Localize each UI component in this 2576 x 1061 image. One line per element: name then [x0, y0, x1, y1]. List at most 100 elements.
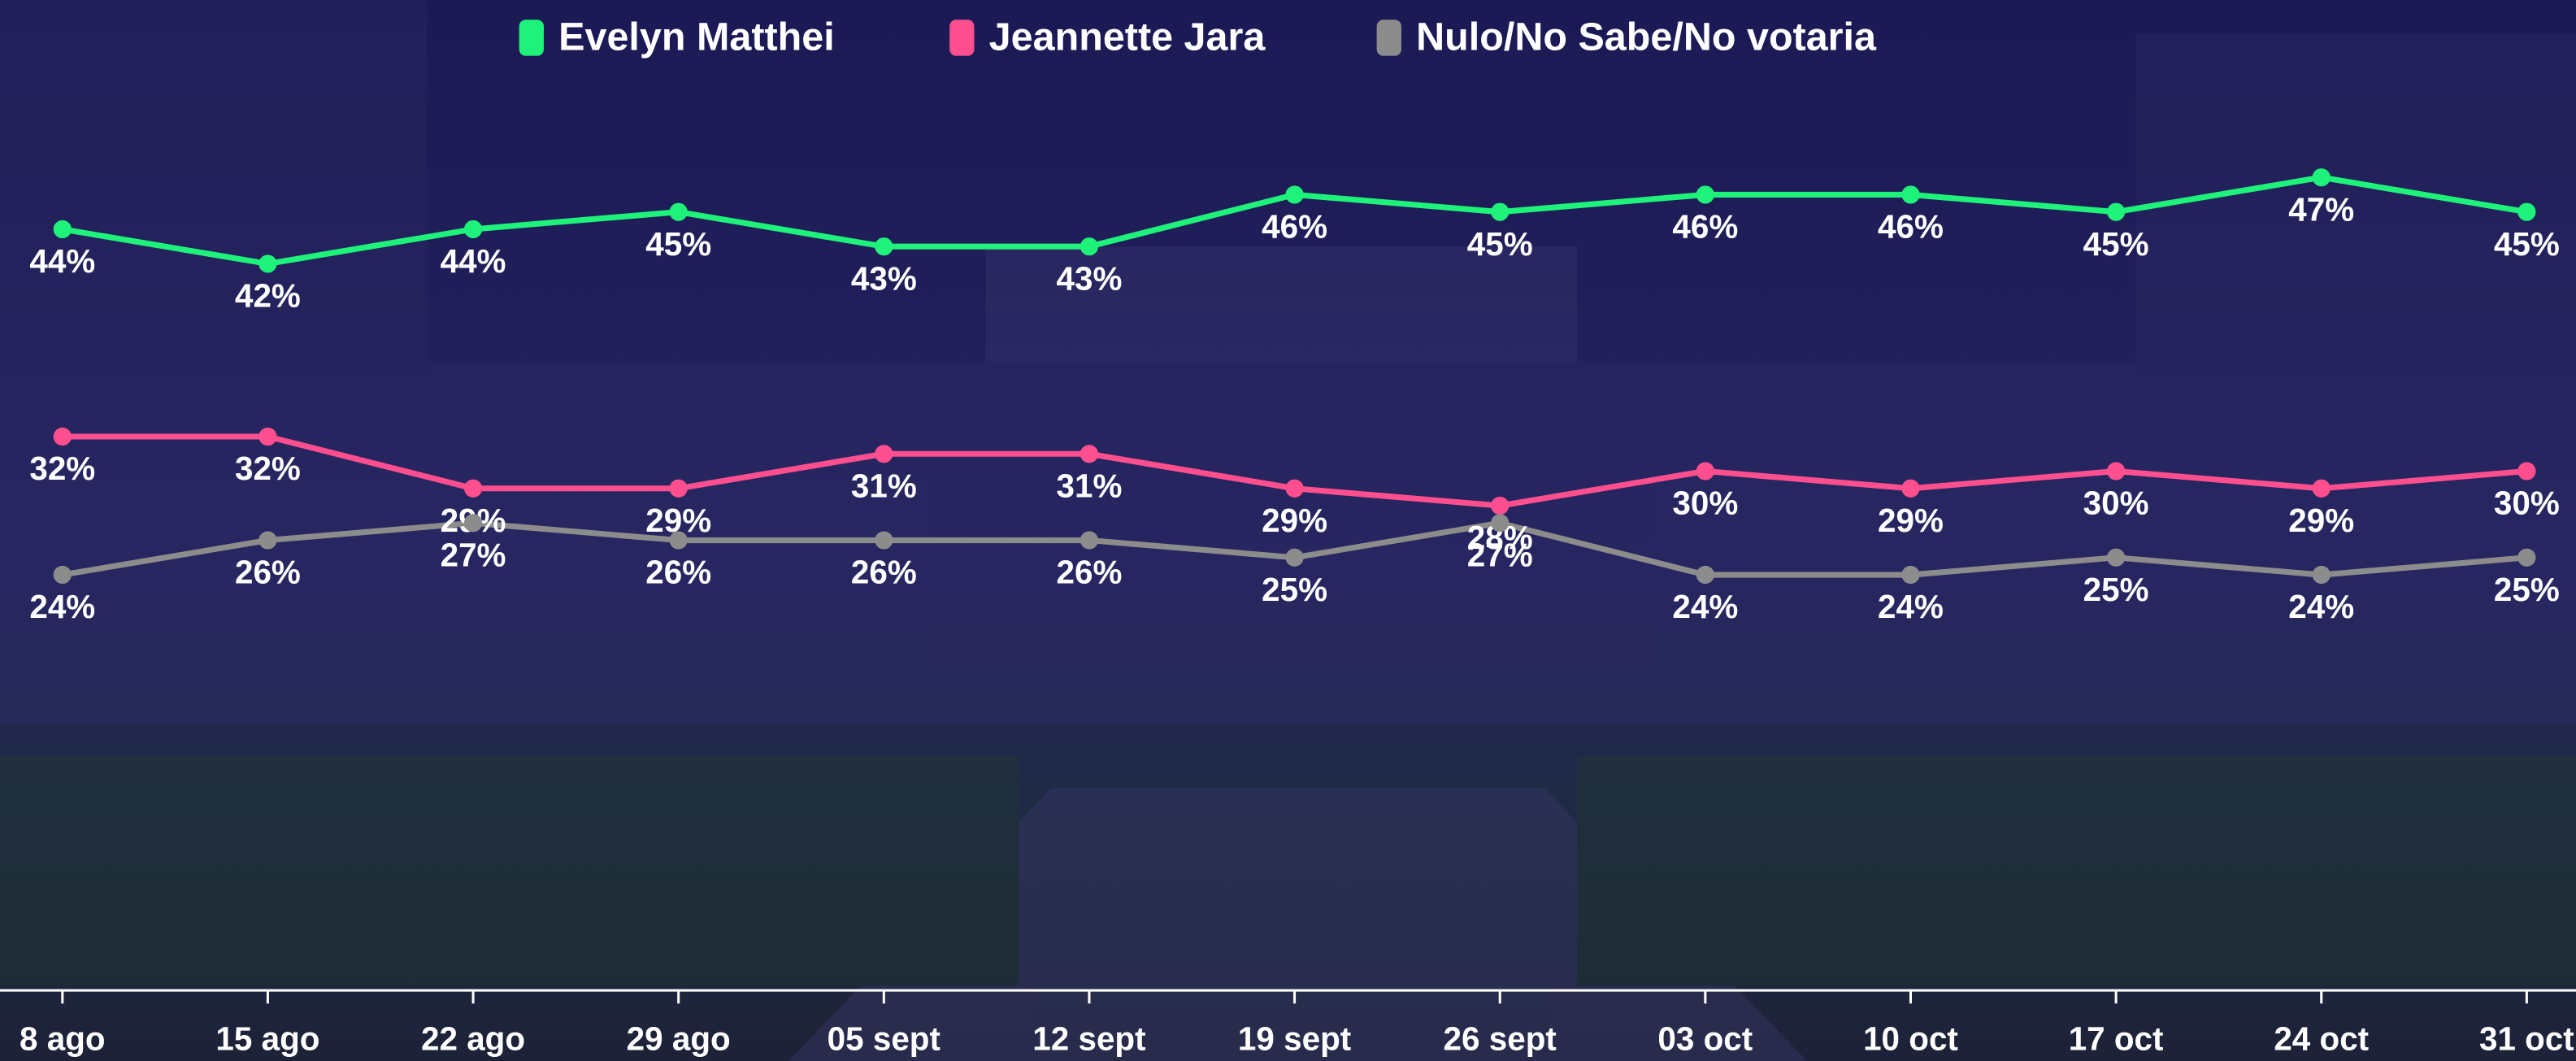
- data-label: 31%: [851, 467, 917, 504]
- data-point: [2517, 548, 2536, 567]
- data-point: [1491, 496, 1510, 515]
- data-point: [2106, 548, 2126, 567]
- data-point: [1079, 531, 1099, 550]
- legend-label: Nulo/No Sabe/No votaria: [1416, 15, 1877, 59]
- data-label: 24%: [1878, 588, 1944, 625]
- data-point: [669, 479, 688, 498]
- data-point: [53, 427, 72, 446]
- data-label: 25%: [1262, 571, 1327, 608]
- data-label: 26%: [1057, 554, 1123, 591]
- data-point: [1491, 514, 1510, 533]
- data-label: 31%: [1057, 467, 1123, 504]
- data-label: 29%: [1262, 502, 1327, 539]
- data-label: 24%: [1672, 588, 1738, 625]
- x-tick-label: 17 oct: [2069, 1020, 2164, 1057]
- data-point: [258, 531, 277, 550]
- x-tick-label: 05 sept: [828, 1020, 940, 1057]
- data-label: 30%: [2494, 485, 2560, 522]
- data-label: 42%: [235, 277, 301, 315]
- data-point: [1285, 548, 1304, 567]
- data-point: [2106, 462, 2126, 480]
- legend-swatch: [1376, 20, 1401, 56]
- data-point: [463, 220, 483, 239]
- data-point: [2106, 202, 2126, 221]
- data-label: 44%: [441, 242, 506, 280]
- data-label: 32%: [29, 450, 95, 487]
- data-point: [1285, 185, 1304, 204]
- data-label: 46%: [1878, 208, 1944, 246]
- legend-swatch: [949, 20, 975, 56]
- x-tick-label: 19 sept: [1238, 1020, 1351, 1057]
- data-label: 30%: [2083, 485, 2149, 522]
- data-label: 26%: [235, 554, 301, 591]
- x-tick-label: 24 oct: [2274, 1020, 2369, 1057]
- data-label: 32%: [235, 450, 301, 487]
- legend: Evelyn Matthei Jeannette Jara Nulo/No Sabe…: [519, 15, 1877, 59]
- data-point: [2312, 168, 2331, 187]
- data-point: [1491, 202, 1510, 221]
- data-label: 45%: [1467, 225, 1533, 263]
- plot-area: 8 ago 15 ago 22 ago 29 ago 05 sept 12 sept 19 …: [20, 168, 2574, 1057]
- data-point: [463, 514, 483, 533]
- data-label: 24%: [29, 588, 95, 625]
- data-point: [2312, 565, 2331, 585]
- data-label: 46%: [1262, 208, 1327, 246]
- data-point: [258, 427, 277, 446]
- data-point: [1696, 565, 1714, 585]
- x-tick-label: 26 sept: [1444, 1020, 1557, 1057]
- data-point: [1901, 185, 1920, 204]
- data-point: [1901, 479, 1920, 498]
- data-point: [2312, 479, 2331, 498]
- data-label: 27%: [441, 536, 506, 573]
- data-point: [875, 237, 893, 256]
- data-point: [2517, 202, 2536, 221]
- data-label: 25%: [2494, 571, 2560, 608]
- x-tick-label: 31 oct: [2479, 1020, 2574, 1057]
- x-tick-label: 12 sept: [1032, 1020, 1145, 1057]
- data-point: [258, 254, 277, 273]
- data-label: 30%: [1672, 485, 1738, 522]
- x-tick-label: 15 ago: [215, 1020, 319, 1057]
- data-point: [463, 479, 483, 498]
- data-label: 44%: [29, 242, 95, 280]
- data-point: [669, 202, 688, 221]
- data-point: [53, 565, 72, 585]
- data-point: [2517, 462, 2536, 480]
- data-label: 29%: [2288, 502, 2354, 539]
- data-point: [1696, 185, 1714, 204]
- x-tick-label: 10 oct: [1863, 1020, 1958, 1057]
- data-label: 45%: [2494, 225, 2560, 263]
- data-label: 43%: [1057, 259, 1123, 297]
- data-point: [669, 531, 688, 550]
- data-label: 45%: [645, 225, 711, 263]
- x-tick-label: 29 ago: [627, 1020, 731, 1057]
- legend-label: Evelyn Matthei: [558, 15, 835, 59]
- data-label: 46%: [1672, 208, 1738, 246]
- data-label: 29%: [1878, 502, 1944, 539]
- data-label: 25%: [2083, 571, 2149, 608]
- x-tick-label: 8 ago: [20, 1020, 106, 1057]
- data-label: 24%: [2288, 588, 2354, 625]
- data-label: 26%: [645, 554, 711, 591]
- data-label: 45%: [2083, 225, 2149, 263]
- data-label: 26%: [851, 554, 917, 591]
- data-point: [1285, 479, 1304, 498]
- data-point: [1696, 462, 1714, 480]
- data-point: [1079, 237, 1099, 256]
- data-point: [875, 445, 893, 463]
- data-label: 27%: [1467, 536, 1533, 573]
- x-tick-label: 22 ago: [421, 1020, 525, 1057]
- data-point: [1901, 565, 1920, 585]
- data-point: [875, 531, 893, 550]
- x-tick-label: 03 oct: [1657, 1020, 1753, 1057]
- data-label: 47%: [2288, 190, 2354, 228]
- legend-swatch: [519, 20, 544, 56]
- data-point: [1079, 445, 1099, 463]
- data-point: [53, 220, 72, 239]
- legend-label: Jeannette Jara: [989, 15, 1266, 59]
- data-label: 43%: [851, 259, 917, 297]
